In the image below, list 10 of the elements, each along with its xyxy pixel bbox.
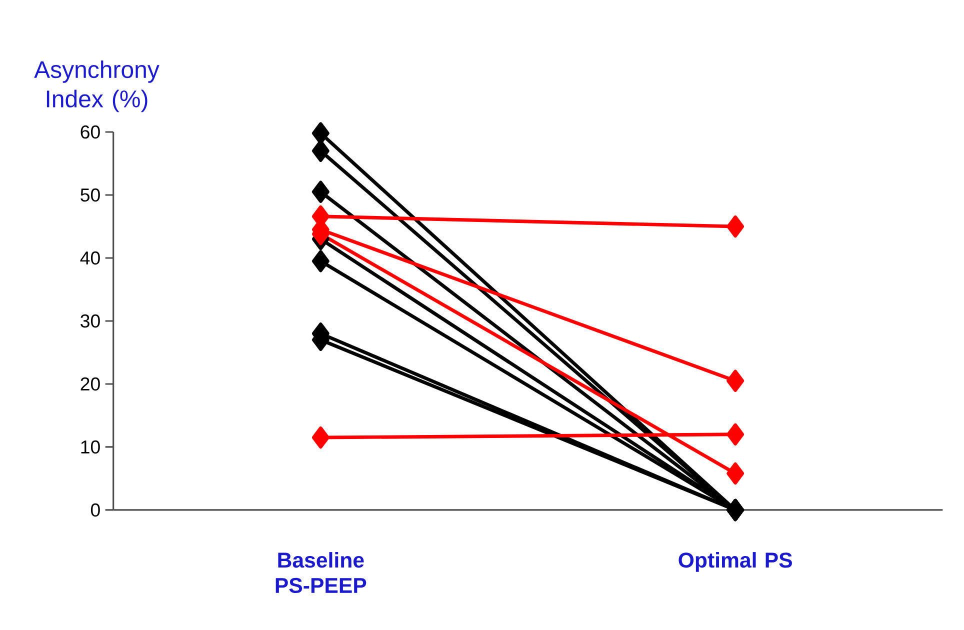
y-axis-title: Asynchrony Index (%) [34,60,160,112]
y-tick-label: 20 [80,377,100,391]
y-tick-label: 30 [80,314,100,328]
y-tick-label: 50 [80,188,100,202]
x-tick-label: Baseline PS-PEEP [276,552,366,594]
y-tick-label: 10 [81,440,100,454]
x-tick-label: Optimal PS [678,552,792,572]
y-tick-label: 60 [80,125,100,139]
y-tick-label: 40 [80,251,100,265]
y-tick-label: 0 [90,503,100,517]
